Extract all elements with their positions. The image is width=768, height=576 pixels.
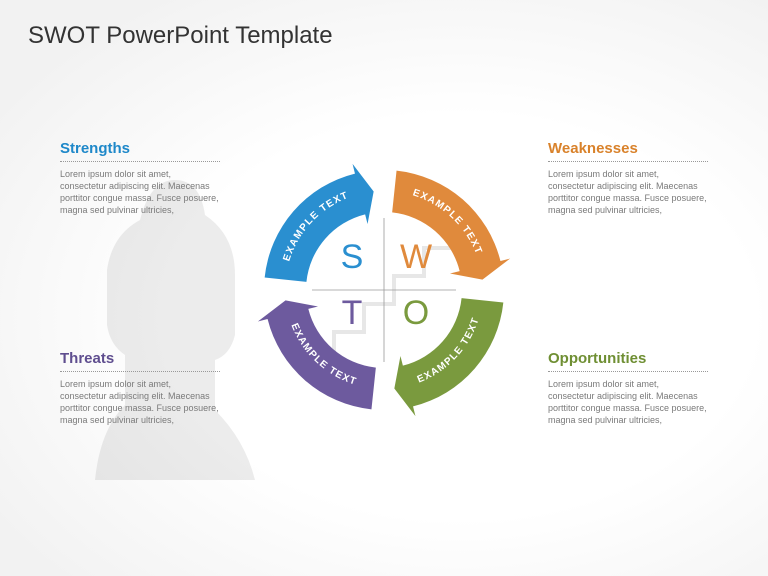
quadrant-weaknesses: Weaknesses Lorem ipsum dolor sit amet, c… <box>548 140 708 217</box>
quadrant-opportunities: Opportunities Lorem ipsum dolor sit amet… <box>548 350 708 427</box>
swot-cycle-diagram: EXAMPLE TEXTEXAMPLE TEXTEXAMPLE TEXTEXAM… <box>234 100 534 480</box>
page-title: SWOT PowerPoint Template <box>28 22 333 50</box>
body-threats: Lorem ipsum dolor sit amet, consectetur … <box>60 378 220 427</box>
divider <box>60 161 220 162</box>
heading-opportunities: Opportunities <box>548 350 708 367</box>
heading-strengths: Strengths <box>60 140 220 157</box>
heading-weaknesses: Weaknesses <box>548 140 708 157</box>
slide-canvas: SWOT PowerPoint Template Strengths Lorem… <box>0 0 768 576</box>
divider <box>548 371 708 372</box>
heading-threats: Threats <box>60 350 220 367</box>
letter-s: S <box>341 238 364 276</box>
divider <box>548 161 708 162</box>
letter-t: T <box>342 294 363 332</box>
body-strengths: Lorem ipsum dolor sit amet, consectetur … <box>60 168 220 217</box>
divider <box>60 371 220 372</box>
letter-w: W <box>400 238 432 276</box>
body-opportunities: Lorem ipsum dolor sit amet, consectetur … <box>548 378 708 427</box>
quadrant-strengths: Strengths Lorem ipsum dolor sit amet, co… <box>60 140 220 217</box>
body-weaknesses: Lorem ipsum dolor sit amet, consectetur … <box>548 168 708 217</box>
quadrant-threats: Threats Lorem ipsum dolor sit amet, cons… <box>60 350 220 427</box>
letter-o: O <box>403 294 429 332</box>
